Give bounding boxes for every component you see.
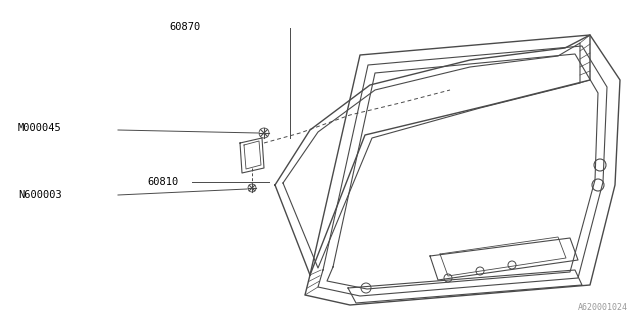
Text: A620001024: A620001024	[578, 303, 628, 312]
Text: M000045: M000045	[18, 123, 61, 133]
Text: 60870: 60870	[170, 22, 201, 32]
Text: 60810: 60810	[147, 177, 179, 188]
Text: N600003: N600003	[18, 190, 61, 200]
